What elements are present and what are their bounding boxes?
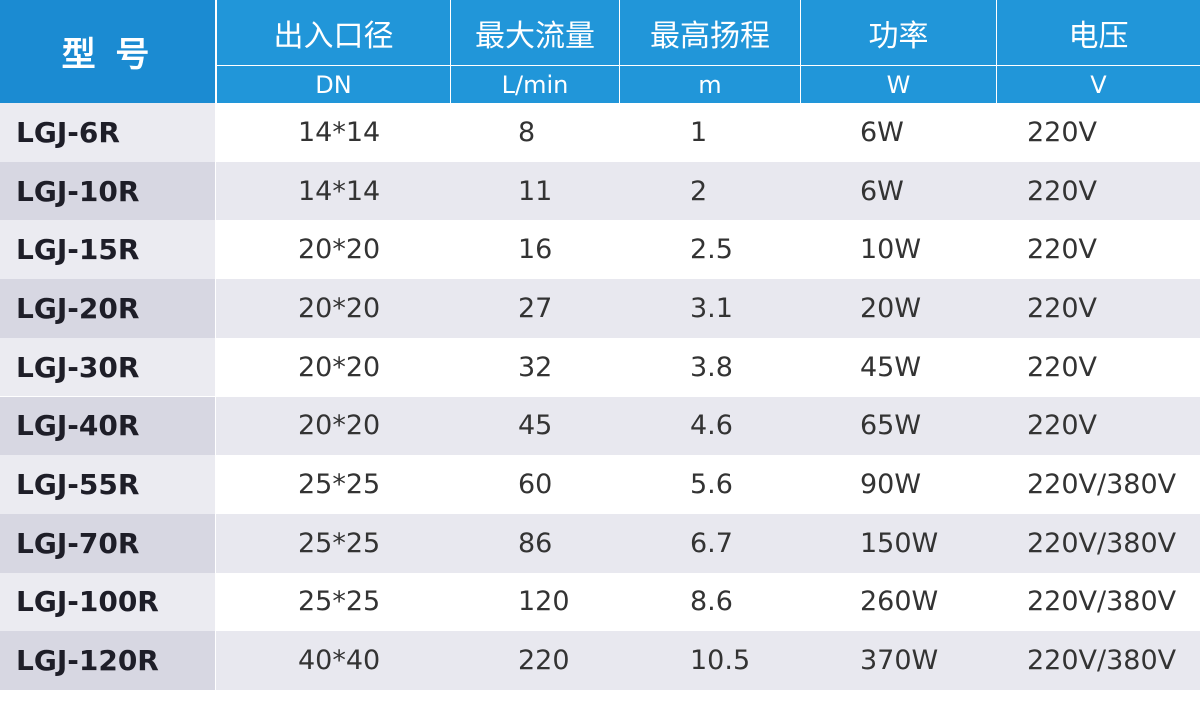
data-cell: 6.7: [690, 527, 733, 559]
model-cell: LGJ-55R: [16, 468, 140, 502]
data-cell: 220V: [1027, 351, 1098, 383]
model-bg: [0, 337, 215, 397]
model-bg: [0, 279, 215, 338]
data-cell: 90W: [860, 469, 922, 501]
data-cell: 20*20: [298, 410, 381, 442]
column-header: 最大流量: [451, 0, 619, 65]
data-cell: 8.6: [690, 586, 733, 618]
data-cell: 220V: [1027, 410, 1098, 442]
model-bg: [0, 455, 215, 514]
column-header: 最高扬程: [620, 0, 800, 65]
model-bg: [0, 220, 215, 280]
data-cell: 32: [518, 351, 553, 383]
data-cell: 3.8: [690, 351, 733, 383]
model-cell: LGJ-6R: [16, 115, 120, 149]
model-bg: [0, 161, 215, 221]
data-cell: 45W: [860, 351, 922, 383]
data-cell: 120: [518, 586, 570, 618]
model-bg: [0, 631, 215, 690]
model-cell: LGJ-40R: [16, 409, 140, 443]
data-cell: 60: [518, 469, 553, 501]
data-cell: 220V: [1027, 175, 1098, 207]
data-cell: 20*20: [298, 351, 381, 383]
model-cell: LGJ-30R: [16, 350, 140, 384]
row-bg: [216, 513, 1200, 573]
column-unit: m: [620, 66, 800, 103]
model-bg: [0, 513, 215, 573]
data-cell: 4.6: [690, 410, 733, 442]
data-cell: 25*25: [298, 469, 381, 501]
data-cell: 11: [518, 175, 553, 207]
column-header: 出入口径: [217, 0, 450, 65]
row-bg: [216, 572, 1200, 632]
row-bg: [216, 279, 1200, 338]
model-cell: LGJ-15R: [16, 233, 140, 267]
data-cell: 5.6: [690, 469, 733, 501]
data-cell: 20*20: [298, 234, 381, 266]
data-cell: 6W: [860, 116, 904, 148]
data-cell: 14*14: [298, 116, 381, 148]
column-header: 功率: [801, 0, 996, 65]
model-cell: LGJ-100R: [16, 585, 159, 619]
data-cell: 16: [518, 234, 553, 266]
data-cell: 1: [690, 116, 708, 148]
model-cell: LGJ-10R: [16, 174, 140, 208]
data-cell: 25*25: [298, 527, 381, 559]
model-bg: [0, 103, 215, 162]
data-cell: 25*25: [298, 586, 381, 618]
column-unit: W: [801, 66, 996, 103]
data-cell: 6W: [860, 175, 904, 207]
row-bg: [216, 161, 1200, 221]
data-cell: 40*40: [298, 645, 381, 677]
data-cell: 10.5: [690, 645, 751, 677]
data-cell: 27: [518, 292, 553, 324]
data-cell: 220V: [1027, 234, 1098, 266]
row-bg: [216, 337, 1200, 397]
row-bg: [216, 103, 1200, 162]
data-cell: 220V: [1027, 116, 1098, 148]
data-cell: 220V/380V: [1027, 469, 1177, 501]
model-cell: LGJ-20R: [16, 291, 140, 325]
column-unit: V: [997, 66, 1200, 103]
data-cell: 220V/380V: [1027, 645, 1177, 677]
data-cell: 370W: [860, 645, 939, 677]
row-bg: [216, 220, 1200, 280]
data-cell: 220V: [1027, 292, 1098, 324]
data-cell: 2.5: [690, 234, 733, 266]
column-unit: DN: [217, 66, 450, 103]
data-cell: 150W: [860, 527, 939, 559]
data-cell: 65W: [860, 410, 922, 442]
model-cell: LGJ-120R: [16, 644, 159, 678]
data-cell: 45: [518, 410, 553, 442]
column-header: 电压: [997, 0, 1200, 65]
model-bg: [0, 396, 215, 456]
data-cell: 3.1: [690, 292, 733, 324]
data-cell: 20*20: [298, 292, 381, 324]
model-header: 型 号: [0, 0, 215, 103]
data-cell: 220V/380V: [1027, 586, 1177, 618]
row-bg: [216, 396, 1200, 456]
data-cell: 20W: [860, 292, 922, 324]
model-bg: [0, 572, 215, 632]
data-cell: 260W: [860, 586, 939, 618]
row-bg: [216, 455, 1200, 514]
data-cell: 10W: [860, 234, 922, 266]
data-cell: 8: [518, 116, 536, 148]
data-cell: 220: [518, 645, 570, 677]
data-cell: 220V/380V: [1027, 527, 1177, 559]
data-cell: 14*14: [298, 175, 381, 207]
row-bg: [216, 631, 1200, 690]
column-unit: L/min: [451, 66, 619, 103]
data-cell: 86: [518, 527, 553, 559]
data-cell: 2: [690, 175, 708, 207]
model-cell: LGJ-70R: [16, 526, 140, 560]
